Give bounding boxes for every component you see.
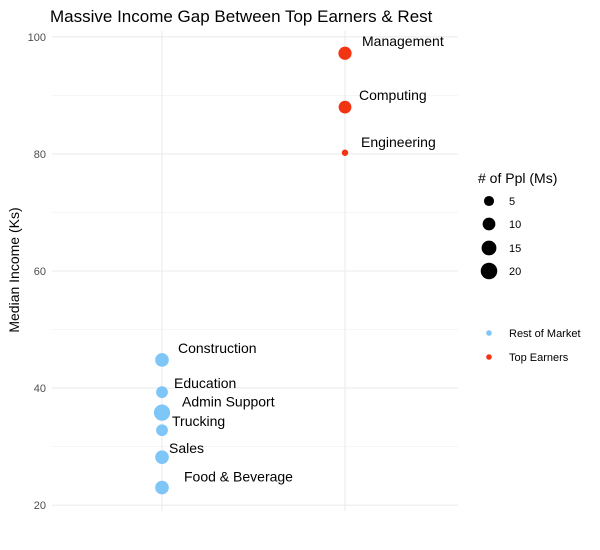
- chart-title: Massive Income Gap Between Top Earners &…: [50, 7, 433, 26]
- point-label: Food & Beverage: [184, 469, 293, 485]
- point-label: Trucking: [172, 413, 225, 429]
- color-legend: Rest of Market Top Earners: [486, 328, 581, 364]
- size-legend-label: 20: [509, 266, 521, 278]
- y-tick-label: 60: [34, 266, 46, 278]
- y-tick-label: 20: [34, 500, 46, 512]
- data-point: [155, 480, 169, 495]
- size-legend-key: [482, 217, 496, 231]
- size-legend-label: 10: [509, 219, 521, 231]
- data-point: [153, 404, 171, 421]
- size-legend-title: # of Ppl (Ms): [478, 170, 557, 186]
- y-tick-label: 40: [34, 383, 46, 395]
- color-legend-key: [486, 330, 492, 336]
- data-point: [341, 149, 349, 157]
- size-legend-key: [481, 240, 497, 256]
- point-label: Sales: [169, 440, 204, 456]
- y-axis-ticks: 20 40 60 80 100: [28, 32, 46, 512]
- color-legend-label: Top Earners: [509, 352, 569, 364]
- y-tick-label: 80: [34, 149, 46, 161]
- point-labels: Construction Education Admin Support Trucki…: [169, 33, 444, 484]
- data-point: [156, 424, 168, 437]
- point-label: Management: [362, 33, 444, 49]
- size-legend: # of Ppl (Ms) 5 10 15 20: [478, 170, 557, 280]
- point-label: Construction: [178, 340, 257, 356]
- size-legend-key: [480, 262, 498, 280]
- point-label: Computing: [359, 87, 427, 103]
- point-label: Engineering: [361, 134, 436, 150]
- size-legend-key: [483, 195, 495, 207]
- data-point: [155, 450, 169, 464]
- data-point: [338, 46, 352, 60]
- data-points: [153, 46, 352, 495]
- data-point: [338, 100, 352, 114]
- data-point: [155, 353, 169, 367]
- color-legend-key: [486, 354, 492, 360]
- size-legend-label: 15: [509, 243, 521, 255]
- point-label: Admin Support: [182, 394, 275, 410]
- size-legend-label: 5: [509, 196, 515, 208]
- color-legend-label: Rest of Market: [509, 328, 581, 340]
- point-label: Education: [174, 375, 236, 391]
- y-axis-label: Median Income (Ks): [6, 207, 22, 332]
- y-tick-label: 100: [28, 32, 46, 44]
- data-point: [156, 386, 168, 399]
